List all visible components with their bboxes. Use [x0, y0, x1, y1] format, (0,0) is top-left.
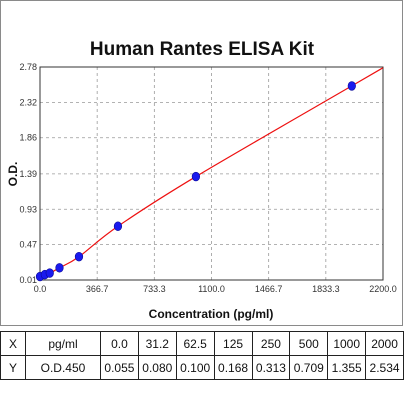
tick-labels: 0.0 366.7 733.3 1100.0 1466.7 1833.3 2200.0 0.0…: [19, 62, 396, 294]
table-row-y: Y O.D.450 0.055 0.080 0.100 0.168 0.313 …: [0, 355, 404, 380]
table-cell: 31.2: [137, 331, 177, 356]
x-tick-label: 366.7: [86, 284, 109, 294]
x-tick-label: 733.3: [143, 284, 166, 294]
data-point: [74, 252, 84, 262]
table-cell: X: [0, 331, 26, 356]
table-cell: 62.5: [175, 331, 215, 356]
y-axis-label: O.D.: [6, 162, 20, 187]
y-tick-label: 0.01: [19, 275, 37, 285]
table-cell: 0.080: [137, 355, 177, 380]
x-tick-label: 2200.0: [369, 284, 397, 294]
grid-lines: [40, 67, 383, 280]
x-tick-label: 1466.7: [255, 284, 283, 294]
x-tick-label: 0.0: [34, 284, 47, 294]
table-cell: 1.355: [327, 355, 367, 380]
data-point: [55, 263, 64, 273]
x-axis-label: Concentration (pg/ml): [149, 307, 274, 321]
table-cell: 500: [289, 331, 329, 356]
table-cell: 2.534: [365, 355, 404, 380]
y-tick-label: 1.86: [19, 133, 37, 143]
data-point: [45, 268, 54, 278]
table-cell: 2000: [365, 331, 404, 356]
x-tick-label: 1833.3: [312, 284, 340, 294]
table-cell: 0.100: [175, 355, 215, 380]
data-point: [113, 221, 123, 231]
table-cell: 1000: [327, 331, 367, 356]
chart-title: Human Rantes ELISA Kit: [90, 39, 315, 60]
table-cell: 0.313: [251, 355, 291, 380]
y-tick-label: 1.39: [19, 169, 37, 179]
data-point: [191, 171, 201, 182]
data-table: X pg/ml 0.0 31.2 62.5 125 250 500 1000 2…: [0, 331, 404, 380]
data-points: [35, 81, 356, 282]
table-cell: O.D.450: [25, 355, 101, 380]
table-row-x: X pg/ml 0.0 31.2 62.5 125 250 500 1000 2…: [0, 331, 404, 356]
table-cell: pg/ml: [25, 331, 101, 356]
y-tick-label: 2.78: [19, 62, 37, 72]
table-cell: 0.168: [213, 355, 253, 380]
y-tick-label: 0.47: [19, 240, 37, 250]
y-tick-label: 0.93: [19, 204, 37, 214]
plot-area-border: [39, 66, 384, 281]
x-tick-label: 1100.0: [198, 284, 225, 294]
table-cell: 125: [213, 331, 253, 356]
chart: Human Rantes ELISA Kit Concentration (pg…: [6, 39, 397, 321]
table-cell: 0.055: [100, 355, 139, 380]
table-cell: 250: [251, 331, 291, 356]
data-point: [347, 81, 356, 91]
table-cell: 0.709: [289, 355, 329, 380]
y-tick-label: 2.32: [19, 97, 37, 107]
table-cell: Y: [0, 355, 26, 380]
chart-frame: [0, 0, 403, 326]
table-cell: 0.0: [100, 331, 139, 356]
